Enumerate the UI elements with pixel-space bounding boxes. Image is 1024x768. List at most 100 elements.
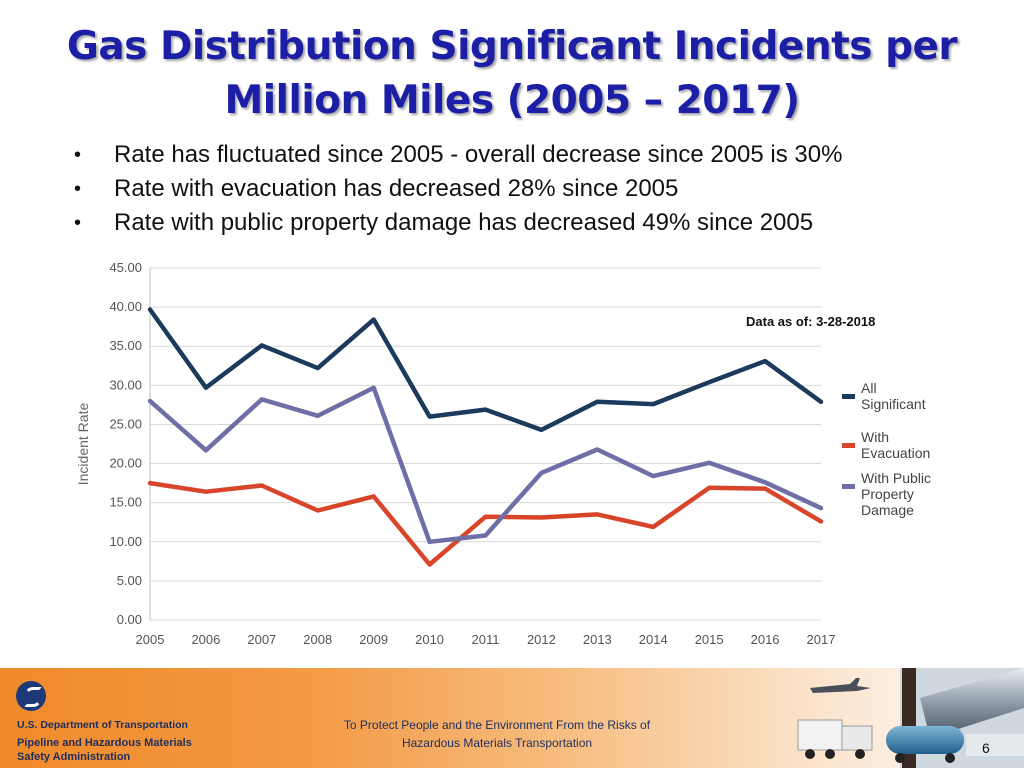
data-point	[204, 490, 208, 494]
data-point	[428, 562, 432, 566]
data-point	[707, 486, 711, 490]
footer-agency-line-1: Pipeline and Hazardous Materials	[17, 737, 192, 749]
dot-logo-icon	[16, 681, 46, 711]
legend-label: With Public	[861, 470, 931, 486]
bullet-item: • Rate with public property damage has de…	[70, 206, 842, 240]
data-point	[539, 516, 543, 520]
x-tick-label: 2014	[639, 632, 668, 647]
data-point	[204, 448, 208, 452]
x-tick-label: 2006	[191, 632, 220, 647]
data-point	[707, 380, 711, 384]
truck-icon	[797, 719, 843, 751]
data-point	[372, 386, 376, 390]
y-tick-label: 20.00	[109, 456, 142, 471]
data-point	[148, 307, 152, 311]
legend-label: Damage	[861, 502, 914, 518]
data-point	[260, 397, 264, 401]
data-point	[372, 318, 376, 322]
data-point	[260, 483, 264, 487]
x-tick-label: 2017	[807, 632, 836, 647]
data-point	[763, 487, 767, 491]
data-point	[428, 415, 432, 419]
legend-label: All	[861, 380, 877, 396]
legend-swatch	[842, 443, 855, 448]
title-line-2: Million Miles (2005 – 2017)	[224, 78, 800, 123]
data-point	[595, 400, 599, 404]
tank-car-icon	[886, 726, 964, 754]
x-tick-label: 2008	[303, 632, 332, 647]
legend-label: Evacuation	[861, 445, 930, 461]
data-point	[260, 343, 264, 347]
data-point	[763, 359, 767, 363]
y-tick-label: 10.00	[109, 534, 142, 549]
data-point	[819, 400, 823, 404]
data-point	[316, 366, 320, 370]
slide-number: 6	[982, 740, 990, 756]
data-point	[148, 399, 152, 403]
x-tick-label: 2010	[415, 632, 444, 647]
x-tick-label: 2013	[583, 632, 612, 647]
data-point	[484, 534, 487, 538]
data-point	[595, 447, 599, 451]
x-tick-label: 2016	[751, 632, 780, 647]
legend-label: Significant	[861, 396, 926, 412]
bullet-list: • Rate has fluctuated since 2005 - overal…	[70, 138, 842, 240]
data-point	[372, 494, 376, 498]
x-tick-label: 2011	[472, 632, 500, 647]
tagline-line-2: Hazardous Materials Transportation	[401, 736, 593, 750]
slide-title: Gas Distribution Significant Incidents p…	[0, 20, 1024, 128]
y-tick-label: 35.00	[109, 338, 142, 353]
data-point	[484, 515, 487, 519]
data-as-of-note: Data as of: 3-28-2018	[746, 314, 875, 329]
y-tick-label: 0.00	[117, 612, 142, 627]
airplane-icon	[810, 678, 871, 693]
footer-agency-line-2: Safety Administration	[17, 751, 131, 763]
transport-collage-image	[797, 668, 1024, 768]
data-point	[763, 480, 767, 484]
y-tick-label: 15.00	[109, 495, 142, 510]
data-point	[819, 519, 823, 523]
data-point	[316, 414, 320, 418]
data-point	[595, 512, 599, 516]
bullet-dot: •	[74, 178, 82, 200]
tagline-line-1: To Protect People and the Environment Fr…	[343, 718, 651, 732]
y-tick-label: 5.00	[117, 573, 142, 588]
data-point	[651, 402, 655, 406]
series-line	[147, 480, 824, 567]
data-point	[428, 540, 432, 544]
line-chart: 0.00 5.00 10.00 15.00 20.00 25.00 30.00 35.00 40…	[75, 260, 931, 647]
legend-label: Property	[861, 486, 914, 502]
footer-department: U.S. Department of Transportation	[17, 719, 188, 731]
data-point	[707, 461, 711, 465]
footer-tagline: To Protect People and the Environment Fr…	[312, 716, 682, 752]
data-point	[148, 481, 152, 485]
x-tick-label: 2015	[695, 632, 724, 647]
y-tick-label: 45.00	[109, 260, 142, 275]
data-point	[539, 471, 543, 475]
y-axis-title: Incident Rate	[75, 403, 91, 486]
x-tick-label: 2005	[136, 632, 165, 647]
y-tick-label: 40.00	[109, 299, 142, 314]
railcar-icon	[966, 734, 1024, 756]
x-tick-label: 2009	[359, 632, 388, 647]
y-tick-label: 25.00	[109, 416, 142, 431]
bullet-text: Rate with public property damage has dec…	[114, 209, 814, 236]
title-line-1: Gas Distribution Significant Incidents p…	[66, 24, 958, 69]
legend-swatch	[842, 394, 855, 399]
data-point	[484, 408, 487, 412]
bullet-item: • Rate with evacuation has decreased 28% …	[70, 172, 842, 206]
data-point	[204, 386, 208, 390]
legend-swatch	[842, 484, 855, 489]
x-tick-label: 2012	[527, 632, 556, 647]
y-tick-label: 30.00	[109, 377, 142, 392]
data-point	[651, 474, 655, 478]
bullet-dot: •	[74, 144, 82, 166]
bullet-dot: •	[74, 212, 82, 234]
bullet-text: Rate with evacuation has decreased 28% s…	[114, 175, 679, 202]
bullet-item: • Rate has fluctuated since 2005 - overal…	[70, 138, 842, 172]
legend-label: With	[861, 429, 889, 445]
data-point	[316, 508, 320, 512]
bullet-text: Rate has fluctuated since 2005 - overall…	[114, 141, 843, 168]
pipeline-icon	[920, 668, 1024, 738]
data-point	[539, 428, 543, 432]
